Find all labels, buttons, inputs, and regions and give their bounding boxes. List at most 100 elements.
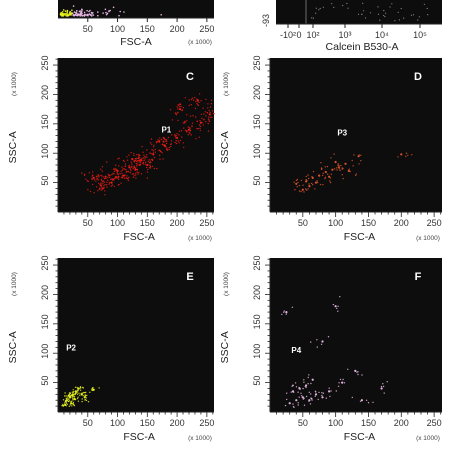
panel-f-cloud-point (343, 382, 346, 384)
panel-c-cloud-point (159, 154, 161, 156)
panel-e-data-point (71, 393, 74, 396)
panel-a-point (109, 9, 111, 12)
panel-b-point (346, 2, 348, 5)
panel-d-cloud-point (294, 189, 296, 191)
panel-c-cloud-point (98, 182, 100, 185)
panel-d-cloud-point (355, 174, 357, 177)
panel-c: 50 100 150 200 250 50 100 150 200 250 FSC-A (x 1000… (7, 56, 215, 243)
panel-c-cloud-point (125, 168, 127, 171)
panel-c-cloud-point (108, 183, 110, 185)
panel-d-cloud-point (329, 177, 332, 179)
panel-c-cloud-point (199, 127, 201, 130)
panel-b-point (410, 14, 413, 16)
panel-c-cloud-point (112, 172, 114, 175)
panel-c-cloud-point (174, 133, 176, 136)
panel-c-cloud-point (195, 100, 197, 103)
panel-c-cloud-point (162, 140, 165, 142)
panel-f-cloud-point (291, 385, 293, 387)
panel-c-cloud-point (200, 100, 202, 102)
panel-f-cloud-point (297, 391, 299, 393)
panel-a-x-unit: (x 1000) (188, 39, 212, 46)
panel-c-data-point (208, 113, 211, 116)
panel-c-data-point (164, 145, 167, 148)
panel-f-y-tick-label: 250 (252, 256, 262, 271)
panel-e-cloud-point (62, 403, 64, 406)
panel-f-data-point (360, 399, 363, 402)
panel-e-x-tick-label: 250 (199, 418, 214, 428)
panel-e-y-tick-label: 50 (40, 376, 50, 386)
panel-c-cloud-point (175, 140, 177, 142)
panel-a-point (62, 15, 64, 17)
panel-f-x-tick-label: 250 (427, 418, 442, 428)
panel-e-cloud-point (98, 387, 100, 389)
panel-c-cloud-point (154, 151, 156, 153)
panel-f-data-point (380, 387, 383, 390)
panel-c-cloud-point (104, 190, 106, 192)
panel-b-point (383, 14, 385, 17)
panel-d-cloud-point (334, 168, 336, 170)
panel-c-cloud-point (152, 150, 155, 152)
panel-c-cloud-point (211, 110, 214, 112)
panel-e-cloud-point (72, 403, 74, 405)
panel-e-cloud-point (71, 405, 73, 407)
panel-c-cloud-point (171, 134, 173, 136)
panel-c-data-point (179, 108, 182, 111)
panel-c-cloud-point (159, 137, 161, 139)
panel-c-cloud-point (127, 178, 129, 180)
panel-f-data-point (321, 396, 324, 399)
panel-a-point (89, 9, 91, 12)
panel-c-cloud-point (133, 175, 135, 177)
panel-c-cloud-point (168, 148, 170, 151)
panel-f-cloud-point (338, 382, 340, 384)
panel-f-y-tick-label: 150 (252, 314, 262, 329)
panel-d-cloud-point (353, 154, 355, 156)
panel-d-cloud-point (407, 154, 409, 156)
panel-d-cloud-point (302, 184, 304, 186)
panel-f-plot-area (270, 258, 442, 412)
panel-c-cloud-point (176, 133, 178, 135)
panel-c-cloud-point (199, 120, 201, 122)
panel-c-data-point (110, 181, 113, 184)
panel-c-data-point (176, 136, 179, 139)
panel-e: 50 100 150 200 250 50 100 150 200 250 FSC-A (x 1000… (7, 256, 214, 443)
panel-c-cloud-point (208, 116, 210, 118)
panel-d-cloud-point (322, 172, 324, 174)
panel-f-cloud-point (322, 392, 325, 394)
panel-e-cloud-point (72, 399, 74, 401)
panel-e-cloud-point (71, 396, 73, 398)
panel-b-cropped: -93 -10² 0 10² 10³ 10⁴ 10⁵ Calcein B530-A (261, 0, 442, 53)
panel-f-y-unit: (x 1000) (223, 272, 230, 296)
panel-c-cloud-point (106, 186, 108, 188)
panel-d-data-point (301, 188, 304, 191)
panel-c-cloud-point (196, 128, 198, 130)
panel-d-cloud-point (303, 191, 305, 193)
panel-a-point (119, 10, 121, 13)
panel-c-x-tick-label: 100 (110, 218, 125, 228)
panel-d-letter: D (414, 71, 422, 83)
panel-c-cloud-point (151, 165, 154, 168)
panel-f-x-axis-label: FSC-A (344, 431, 376, 443)
panel-e-cloud-point (65, 397, 68, 400)
panel-c-cloud-point (196, 120, 198, 122)
panel-a-x-axis-label: FSC-A (120, 36, 152, 48)
panel-e-data-point (73, 398, 76, 401)
panel-d-cloud-point (317, 181, 319, 184)
panel-f-cloud-point (302, 387, 304, 390)
panel-f-letter: F (415, 271, 422, 283)
panel-e-cloud-point (72, 401, 75, 404)
panel-b-x-tick-label: 10⁵ (413, 30, 427, 40)
panel-e-cloud-point (77, 389, 79, 391)
panel-c-data-point (152, 153, 155, 156)
panel-c-cloud-point (207, 130, 210, 132)
panel-d-cloud-point (307, 174, 309, 176)
panel-f-cloud-point (298, 396, 300, 398)
panel-f-cloud-point (337, 385, 340, 387)
panel-e-data-point (74, 390, 77, 393)
panel-c-cloud-point (151, 159, 154, 162)
panel-c-data-point (196, 99, 199, 102)
panel-d-data-point (311, 176, 314, 179)
panel-f-cloud-point (316, 346, 318, 348)
panel-c-cloud-point (116, 172, 119, 174)
panel-b-point (394, 20, 396, 22)
